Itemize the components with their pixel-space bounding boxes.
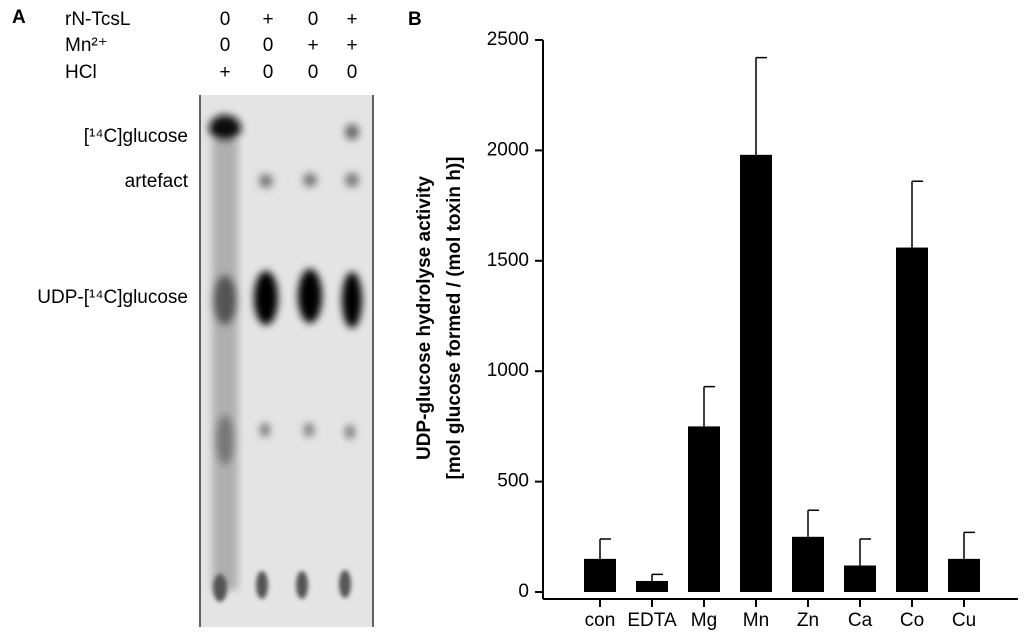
x-tick-label: Mn bbox=[743, 610, 769, 631]
error-bar bbox=[859, 538, 871, 566]
y-tick-label: 1000 bbox=[487, 360, 529, 381]
bar bbox=[636, 580, 668, 592]
error-bar bbox=[599, 538, 611, 559]
bar bbox=[584, 558, 616, 592]
error-bar bbox=[911, 180, 923, 248]
band-label: [¹⁴C]glucose bbox=[84, 126, 188, 147]
lane-value: + bbox=[307, 35, 318, 56]
gel bbox=[199, 95, 374, 627]
bar bbox=[688, 426, 720, 592]
band-label: artefact bbox=[125, 171, 189, 192]
band-label: UDP-[¹⁴C]glucose bbox=[37, 287, 188, 308]
panel-label: B bbox=[408, 9, 422, 30]
y-tick-label: 2000 bbox=[487, 139, 529, 160]
error-bar bbox=[703, 385, 715, 427]
row-label: Mn²⁺ bbox=[65, 35, 108, 56]
y-tick-label: 2500 bbox=[487, 29, 529, 50]
x-tick-label: con bbox=[585, 610, 616, 631]
error-bar bbox=[651, 573, 663, 581]
bar bbox=[844, 565, 876, 592]
lane-value: 0 bbox=[263, 35, 274, 56]
y-tick-label: 500 bbox=[497, 471, 529, 492]
row-label: rN-TcsL bbox=[65, 9, 130, 30]
lane-value: + bbox=[346, 35, 357, 56]
bar bbox=[896, 247, 928, 592]
lane-value: 0 bbox=[308, 9, 319, 30]
lane-value: 0 bbox=[347, 62, 358, 83]
error-bar bbox=[807, 509, 819, 537]
error-bar bbox=[963, 531, 975, 559]
lane-value: 0 bbox=[220, 9, 231, 30]
lane-value: + bbox=[219, 62, 230, 83]
y-axis-label: [mol glucose formed / (mol toxin h)] bbox=[444, 157, 465, 480]
lane-value: + bbox=[346, 9, 357, 30]
lane-value: 0 bbox=[220, 35, 231, 56]
bar bbox=[948, 558, 980, 592]
bar bbox=[792, 536, 824, 592]
y-tick-label: 1500 bbox=[487, 250, 529, 271]
lane-value: + bbox=[262, 9, 273, 30]
y-axis-label: UDP-glucose hydrolyse activity bbox=[414, 176, 435, 460]
x-tick-label: Zn bbox=[797, 610, 819, 631]
lane-value: 0 bbox=[308, 62, 319, 83]
lane-value: 0 bbox=[263, 62, 274, 83]
x-tick-label: Ca bbox=[848, 610, 873, 631]
error-bar bbox=[755, 56, 767, 155]
x-tick-label: EDTA bbox=[627, 610, 677, 631]
row-label: HCl bbox=[65, 62, 97, 83]
x-tick-label: Mg bbox=[691, 610, 717, 631]
panel-label: A bbox=[12, 7, 26, 28]
x-tick-label: Co bbox=[900, 610, 924, 631]
y-tick-label: 0 bbox=[518, 581, 529, 602]
bar bbox=[740, 154, 772, 593]
x-tick-label: Cu bbox=[952, 610, 976, 631]
